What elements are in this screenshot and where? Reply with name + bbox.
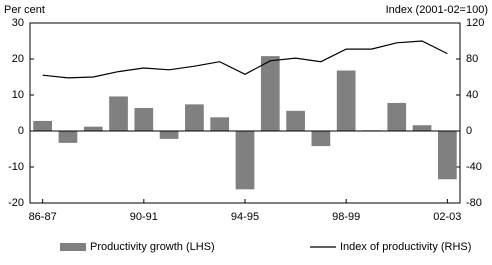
x-tick-label: 94-95 bbox=[231, 211, 259, 223]
y2-axis-label: Index (2001-02=100) bbox=[386, 4, 488, 16]
bar bbox=[336, 70, 356, 131]
y-tick-label: 30 bbox=[12, 17, 24, 29]
bar bbox=[83, 126, 103, 131]
y2-tick-label: 40 bbox=[466, 89, 478, 101]
bar bbox=[387, 102, 407, 131]
y2-tick-label: -40 bbox=[466, 161, 482, 173]
bar bbox=[33, 120, 53, 131]
bar bbox=[260, 56, 280, 132]
bar bbox=[109, 96, 128, 131]
legend-swatch bbox=[60, 243, 86, 251]
legend-label: Productivity growth (LHS) bbox=[90, 241, 215, 253]
bar bbox=[210, 117, 230, 131]
bar bbox=[134, 107, 154, 131]
y-axis-label: Per cent bbox=[4, 4, 45, 16]
bar bbox=[159, 131, 179, 139]
x-tick-label: 86-87 bbox=[29, 211, 57, 223]
y2-tick-label: 120 bbox=[466, 17, 484, 29]
y-tick-label: 0 bbox=[18, 125, 24, 137]
y2-tick-label: 0 bbox=[466, 125, 472, 137]
bar bbox=[235, 131, 255, 190]
bar bbox=[311, 131, 331, 147]
y-tick-label: 20 bbox=[12, 53, 24, 65]
x-tick-label: 02-03 bbox=[433, 211, 461, 223]
bar bbox=[286, 110, 305, 131]
y-tick-label: -10 bbox=[8, 161, 24, 173]
bar bbox=[412, 125, 432, 131]
y2-tick-label: 80 bbox=[466, 53, 478, 65]
legend-label: Index of productivity (RHS) bbox=[340, 241, 471, 253]
x-tick-label: 98-99 bbox=[332, 211, 360, 223]
y-tick-label: -20 bbox=[8, 197, 24, 209]
bar bbox=[185, 104, 204, 131]
line bbox=[42, 40, 448, 79]
x-tick-label: 90-91 bbox=[130, 211, 158, 223]
y-tick-label: 10 bbox=[12, 89, 24, 101]
bar bbox=[58, 131, 78, 143]
y2-tick-label: -80 bbox=[466, 197, 482, 209]
bar bbox=[437, 131, 457, 180]
